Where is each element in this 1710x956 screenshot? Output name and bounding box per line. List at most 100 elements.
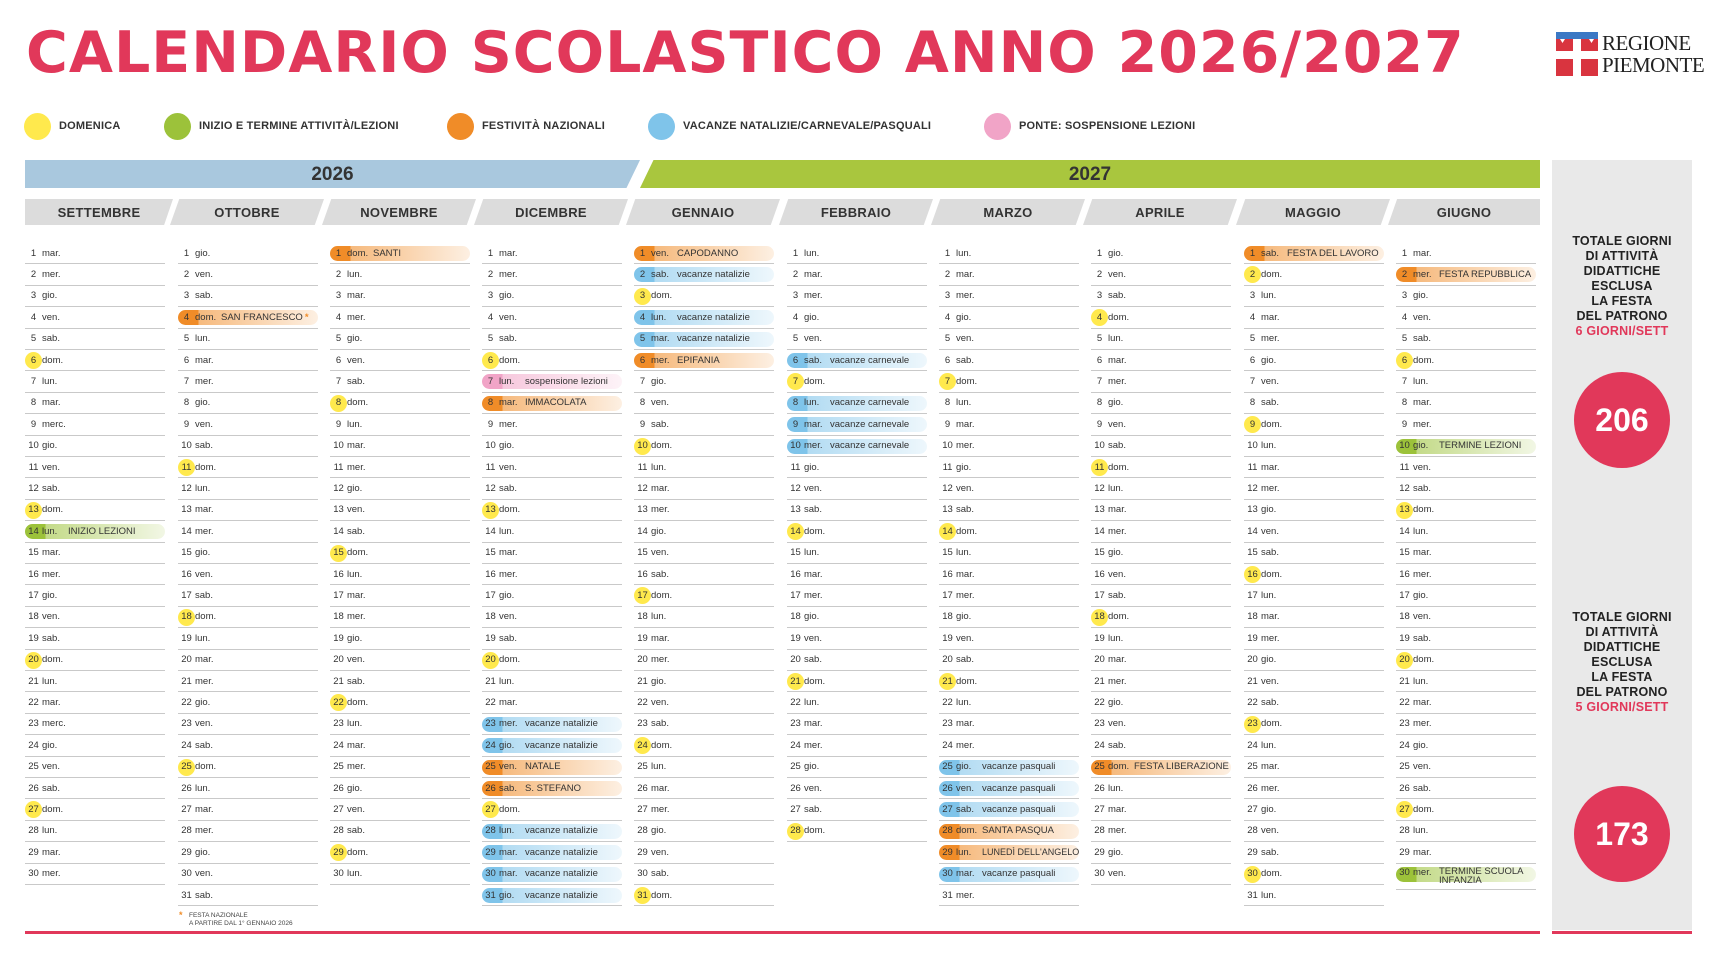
day-note-text: NATALE [525,761,561,773]
day-row: 2 sab. vacanze natalizie [634,264,774,286]
day-number: 2 [1096,269,1103,281]
day-number: 27 [485,804,496,816]
total-value-206: 206 [1574,372,1670,468]
day-row: 28 lun. vacanze natalizie [482,821,622,843]
day-name: gio. [347,483,363,495]
day-note: vacanze pasquali [982,783,1055,794]
day-number: 24 [181,739,192,751]
day-name: gio. [1413,440,1429,452]
day-number: 16 [485,568,496,580]
day-name: gio. [1261,654,1277,666]
day-name: merc. [42,718,66,730]
day-number: 22 [28,697,39,709]
day-row: 28 ven. [1244,821,1384,843]
day-number: 27 [790,804,801,816]
day-name: mar. [956,568,975,580]
day-row: 24 dom. [634,735,774,757]
day-row: 19 sab. [25,628,165,650]
day-name: ven. [347,354,365,366]
day-row: 9 sab. [634,414,774,436]
day-number: 6 [487,354,494,366]
day-name: dom. [347,397,369,409]
day-name: lun. [347,418,363,430]
day-row: 9 mar. [939,414,1079,436]
highlight-bar-vacanze [634,310,774,326]
year-bar-2026: 2026 [25,160,640,188]
sunday-marker [25,651,42,669]
day-row: 16 dom. [1244,564,1384,586]
day-name: mer. [195,825,214,837]
day-name: gio. [1108,247,1124,259]
day-name: sab. [195,889,213,901]
day-name: ven. [651,547,669,559]
highlight-bar-ponte [482,374,622,390]
day-name: mer. [651,804,670,816]
day-name: dom. [956,376,978,388]
day-name: mar. [499,397,518,409]
day-row: 11 gio. [939,457,1079,479]
day-name: lun. [804,247,820,259]
day-number: 5 [30,333,37,345]
day-number: 5 [639,333,646,345]
day-name: dom. [804,376,826,388]
day-row: 6 sab. vacanze carnevale [787,350,927,372]
day-row: 1 lun. [939,243,1079,265]
day-name: lun. [195,333,211,345]
day-name: mar. [499,846,518,858]
day-row: 12 lun. [178,478,318,500]
highlight-bar-vacanze [787,417,927,433]
day-name: mar. [1413,247,1432,259]
day-number: 20 [1094,654,1105,666]
day-number: 11 [942,461,953,473]
day-name: mar. [804,418,823,430]
day-row: 15 gio. [1091,543,1231,564]
day-note-text: vacanze carnevale [830,397,910,409]
day-name: mar. [1413,846,1432,858]
day-row: 29 mar. vacanze natalizie [482,842,622,864]
day-name: ven. [499,611,517,623]
day-number: 15 [485,547,496,559]
day-number: 23 [181,718,192,730]
day-name: sab. [1108,290,1126,302]
highlight-bar-vacanze [787,438,927,454]
day-number: 19 [333,632,344,644]
highlight-bar-vacanze [482,845,622,861]
day-name: ven. [1108,868,1126,880]
highlight-bar-vacanze [482,866,622,882]
day-number: 19 [1094,632,1105,644]
day-row: 30 mar. vacanze natalizie [482,864,622,885]
day-name: gio. [42,290,58,302]
day-name: mar. [956,269,975,281]
sunday-marker [330,544,347,562]
day-number: 18 [1247,611,1258,623]
day-name: sab. [1413,632,1431,644]
day-row: 11 lun. [634,457,774,479]
day-name: ven. [1261,825,1279,837]
day-number: 20 [485,654,496,666]
day-name: sab. [42,483,60,495]
day-row: 20 sab. [787,650,927,671]
day-number: 23 [1247,718,1258,730]
day-row: 1 mar. [1396,243,1536,265]
day-note: vacanze natalizie [525,847,598,858]
day-number: 24 [1247,739,1258,751]
day-number: 24 [28,739,39,751]
day-name: dom. [651,739,673,751]
day-row: 16 mer. [25,564,165,586]
day-number: 27 [1094,804,1105,816]
day-note-text: vacanze carnevale [830,354,910,366]
day-name: ven. [956,632,974,644]
day-row: 4 ven. [1396,307,1536,329]
day-row: 9 merc. [25,414,165,436]
day-row: 9 ven. [178,414,318,436]
day-number: 13 [942,504,953,516]
legend-dot-festivita [447,112,474,140]
sunday-marker [787,523,804,541]
day-row: 22 sab. [1244,692,1384,714]
day-name: mar. [499,868,518,880]
day-name: dom. [347,697,369,709]
day-name: dom. [1413,504,1435,516]
day-row: 27 mar. [178,799,318,821]
day-name: dom. [42,654,64,666]
day-name: lun. [1261,590,1277,602]
